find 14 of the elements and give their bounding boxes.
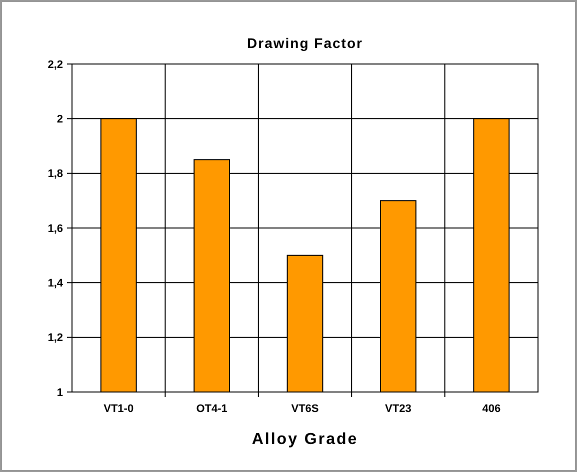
y-tick-label: 1,6	[48, 222, 63, 235]
y-tick-label: 2	[56, 114, 63, 126]
x-tick-label: VT1-0	[104, 403, 134, 415]
y-tick-label: 1	[56, 386, 63, 399]
x-tick-label: OT4-1	[196, 403, 228, 415]
y-tick-label: 1,4	[48, 278, 64, 290]
y-tick-label: 2,2	[48, 58, 63, 71]
chart-title: Drawing Factor	[247, 35, 363, 51]
x-tick-label: VT6S	[291, 403, 319, 415]
y-tick-label: 1,8	[48, 168, 63, 180]
y-tick-label: 1,2	[48, 332, 63, 344]
x-tick-label: 406	[482, 403, 501, 415]
x-axis-title: Alloy Grade	[252, 431, 358, 448]
x-tick-label: VT23	[385, 403, 412, 415]
